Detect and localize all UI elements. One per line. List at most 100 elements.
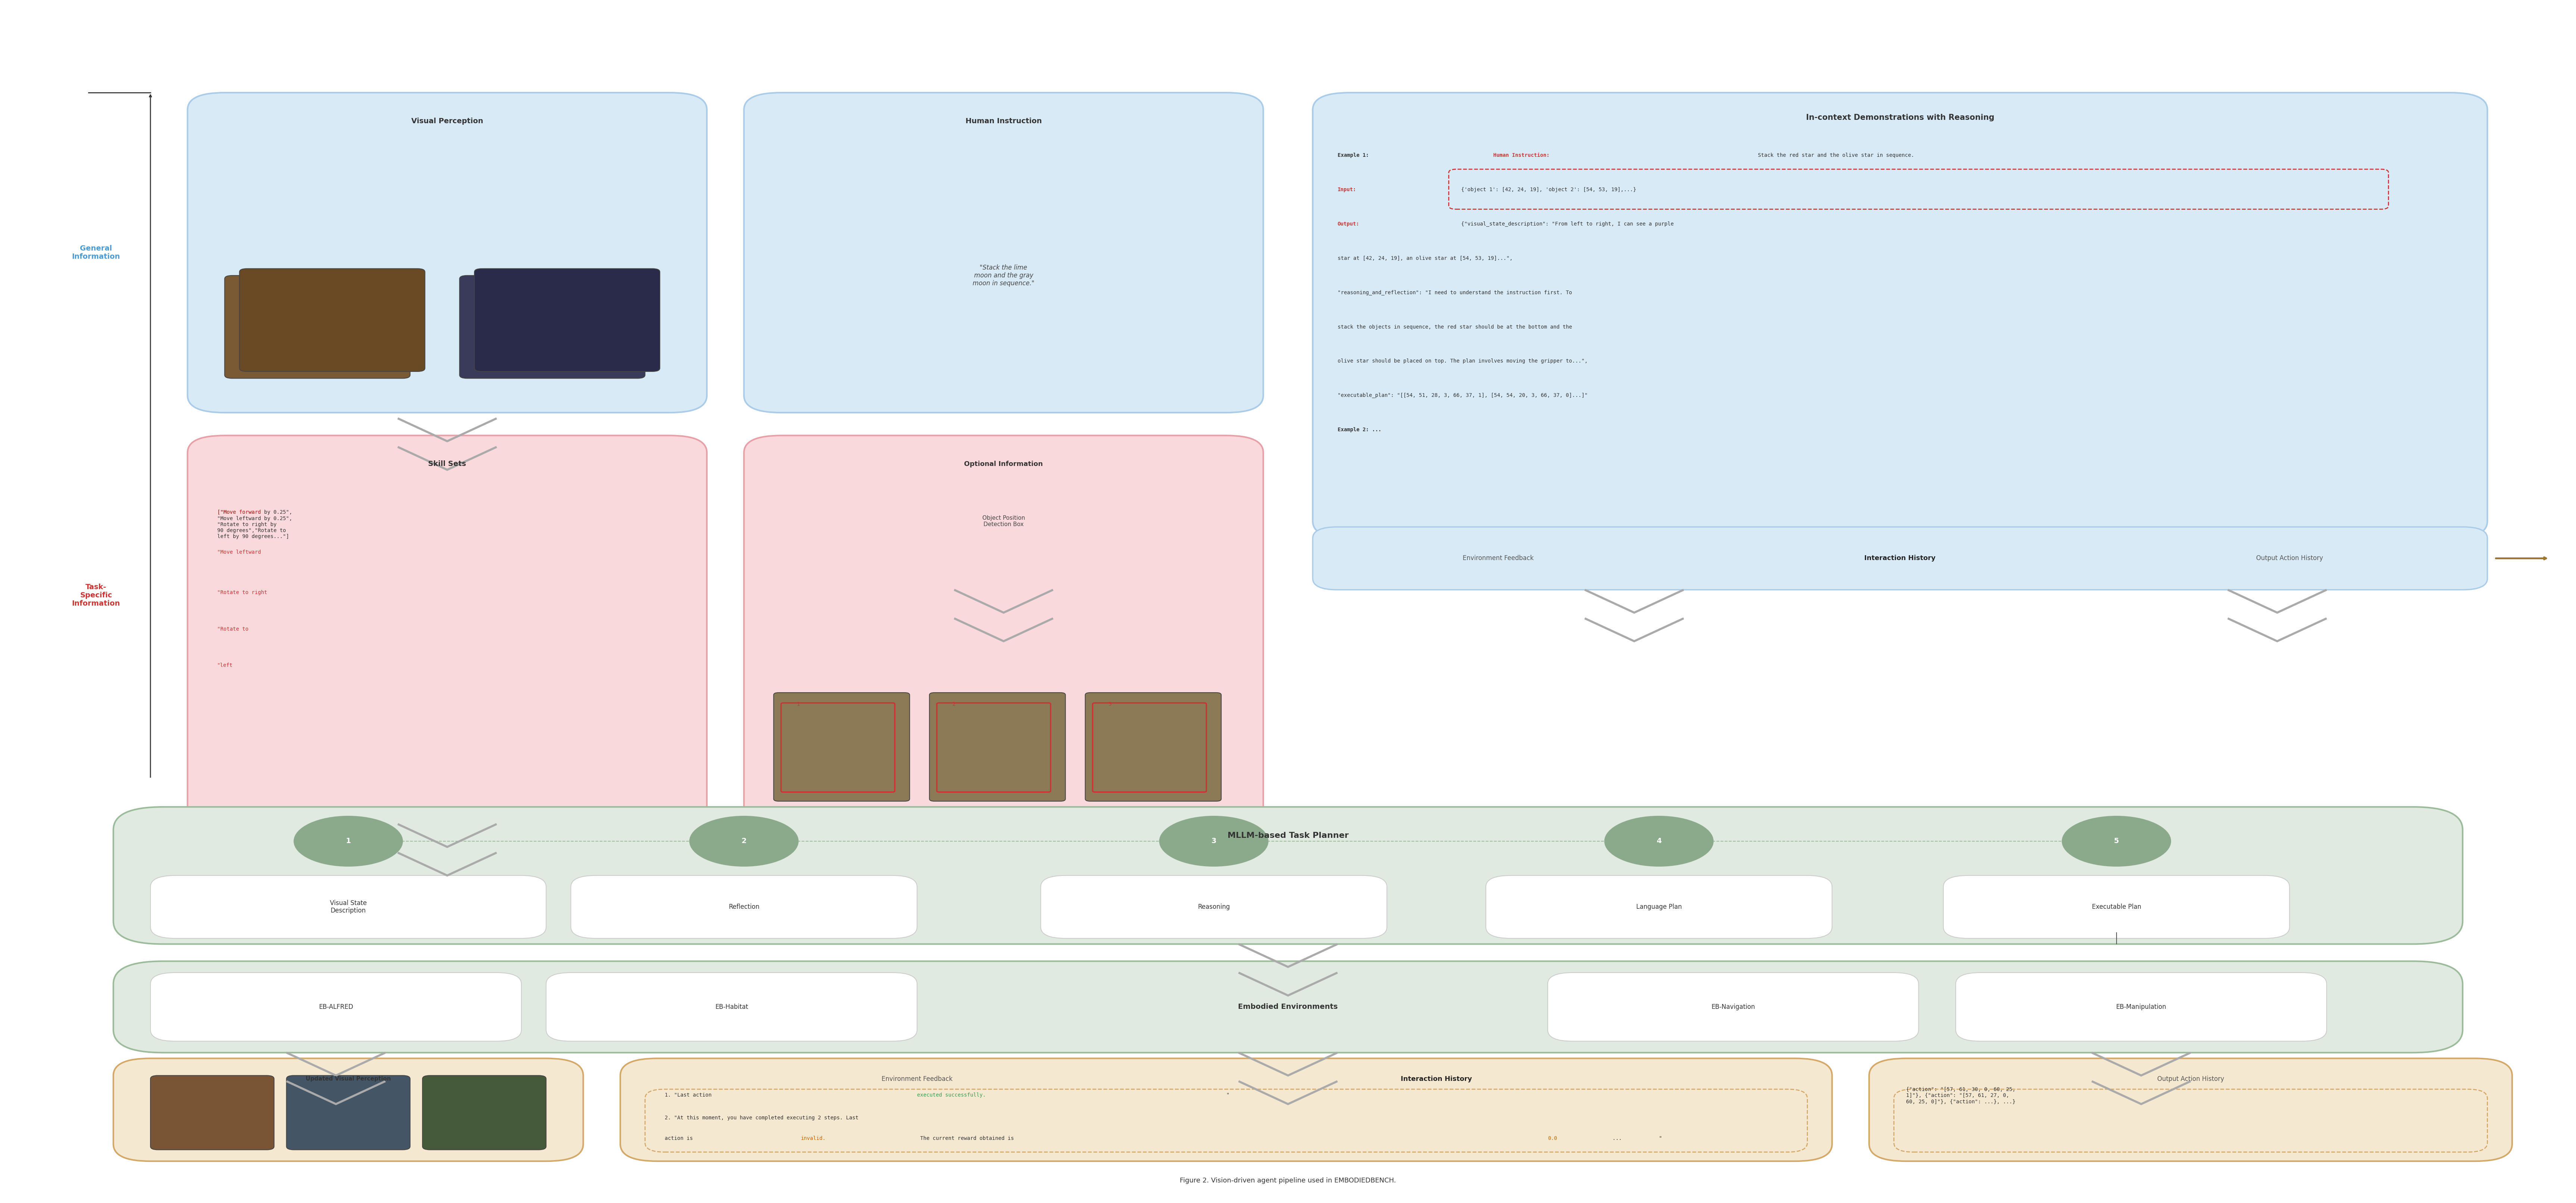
Text: Output Action History: Output Action History (2156, 1075, 2223, 1083)
FancyBboxPatch shape (113, 1059, 582, 1161)
FancyBboxPatch shape (744, 93, 1262, 413)
FancyBboxPatch shape (422, 1075, 546, 1150)
Text: "Rotate to: "Rotate to (216, 627, 247, 632)
Text: EB-Habitat: EB-Habitat (716, 1003, 747, 1011)
Text: Embodied Environments: Embodied Environments (1239, 1003, 1337, 1011)
Circle shape (2061, 816, 2172, 866)
Text: General
Information: General Information (72, 245, 121, 260)
Text: Figure 2. Vision-driven agent pipeline used in EMBODIEDBENCH.: Figure 2. Vision-driven agent pipeline u… (1180, 1178, 1396, 1184)
Text: {"action": "[57, 61, 30, 0, 60, 25,
1]"}, {"action": "[57, 61, 27, 0,
60, 25, 0]: {"action": "[57, 61, 30, 0, 60, 25, 1]"}… (1906, 1088, 2014, 1104)
Text: Task-
Specific
Information: Task- Specific Information (72, 583, 121, 608)
FancyBboxPatch shape (188, 93, 706, 413)
FancyBboxPatch shape (224, 275, 410, 379)
FancyBboxPatch shape (113, 961, 2463, 1053)
FancyBboxPatch shape (1314, 93, 2488, 539)
FancyBboxPatch shape (149, 876, 546, 938)
Text: Language Plan: Language Plan (1636, 903, 1682, 911)
Text: 1: 1 (796, 701, 801, 706)
FancyBboxPatch shape (1486, 876, 1832, 938)
Text: Stack the red star and the olive star in sequence.: Stack the red star and the olive star in… (1757, 153, 1914, 158)
Text: EB-Navigation: EB-Navigation (1710, 1003, 1754, 1011)
FancyBboxPatch shape (1548, 972, 1919, 1041)
Text: stack the objects in sequence, the red star should be at the bottom and the: stack the objects in sequence, the red s… (1337, 325, 1571, 330)
FancyBboxPatch shape (930, 693, 1066, 801)
Text: 2. "At this moment, you have completed executing 2 steps. Last: 2. "At this moment, you have completed e… (665, 1115, 858, 1120)
FancyBboxPatch shape (546, 972, 917, 1041)
Text: EB-ALFRED: EB-ALFRED (319, 1003, 353, 1011)
Text: "left: "left (216, 663, 232, 668)
Circle shape (1605, 816, 1713, 866)
Text: 3: 3 (1211, 837, 1216, 845)
FancyBboxPatch shape (1870, 1059, 2512, 1161)
Text: ...: ... (1610, 1136, 1623, 1140)
FancyBboxPatch shape (149, 972, 520, 1041)
Text: star at [42, 24, 19], an olive star at [54, 53, 19]...",: star at [42, 24, 19], an olive star at [… (1337, 256, 1512, 261)
Text: "Stack the lime
moon and the gray
moon in sequence.": "Stack the lime moon and the gray moon i… (974, 265, 1036, 286)
Text: Human Instruction:: Human Instruction: (1494, 153, 1551, 158)
Text: Input:: Input: (1337, 188, 1355, 192)
Text: Example 1:: Example 1: (1337, 153, 1373, 158)
Text: "executable_plan": "[[54, 51, 28, 3, 66, 37, 1], [54, 54, 20, 3, 66, 37, 0]...]": "executable_plan": "[[54, 51, 28, 3, 66,… (1337, 393, 1587, 398)
Text: Human Instruction: Human Instruction (966, 118, 1041, 125)
Text: 1: 1 (345, 837, 350, 845)
FancyBboxPatch shape (1314, 527, 2488, 589)
Text: ": " (1226, 1092, 1229, 1097)
FancyBboxPatch shape (459, 275, 644, 379)
Text: Visual Perception: Visual Perception (412, 118, 484, 125)
Text: 4: 4 (1656, 837, 1662, 845)
FancyBboxPatch shape (773, 693, 909, 801)
Text: "Move leftward: "Move leftward (216, 550, 260, 555)
FancyBboxPatch shape (240, 268, 425, 372)
Text: {"visual_state_description": "From left to right, I can see a purple: {"visual_state_description": "From left … (1461, 221, 1674, 226)
FancyBboxPatch shape (1942, 876, 2290, 938)
Text: 1. "Last action: 1. "Last action (665, 1092, 714, 1097)
Text: Visual State
Description: Visual State Description (330, 900, 366, 914)
Text: Environment Feedback: Environment Feedback (881, 1075, 953, 1083)
Text: 3: 3 (1108, 701, 1113, 706)
FancyBboxPatch shape (474, 268, 659, 372)
Text: invalid.: invalid. (801, 1136, 827, 1140)
FancyBboxPatch shape (572, 876, 917, 938)
Text: 2: 2 (953, 701, 956, 706)
Text: 0.0: 0.0 (1548, 1136, 1556, 1140)
Text: "reasoning_and_reflection": "I need to understand the instruction first. To: "reasoning_and_reflection": "I need to u… (1337, 290, 1571, 295)
Text: Reflection: Reflection (729, 903, 760, 911)
Circle shape (690, 816, 799, 866)
Text: {'object 1': [42, 24, 19], 'object 2': [54, 53, 19],...}: {'object 1': [42, 24, 19], 'object 2': [… (1461, 188, 1636, 192)
FancyBboxPatch shape (1955, 972, 2326, 1041)
Text: EB-Manipulation: EB-Manipulation (2115, 1003, 2166, 1011)
Text: Reasoning: Reasoning (1198, 903, 1229, 911)
Text: Example 2: ...: Example 2: ... (1337, 427, 1381, 432)
Text: Object Position
Detection Box: Object Position Detection Box (981, 515, 1025, 527)
FancyBboxPatch shape (113, 807, 2463, 944)
Text: Output Action History: Output Action History (2257, 555, 2324, 562)
FancyBboxPatch shape (149, 1075, 273, 1150)
Text: ["Move forward by 0.25",
"Move leftward by 0.25",
"Rotate to right by
90 degrees: ["Move forward by 0.25", "Move leftward … (216, 510, 291, 539)
Text: Updated Visual Perception: Updated Visual Perception (307, 1077, 392, 1081)
Text: Interaction History: Interaction History (1401, 1075, 1471, 1083)
FancyBboxPatch shape (1041, 876, 1386, 938)
Text: action is: action is (665, 1136, 696, 1140)
Circle shape (294, 816, 402, 866)
Text: Optional Information: Optional Information (963, 461, 1043, 468)
Text: Environment Feedback: Environment Feedback (1463, 555, 1533, 562)
Circle shape (1159, 816, 1267, 866)
Text: "Rotate to right: "Rotate to right (216, 589, 268, 595)
FancyBboxPatch shape (286, 1075, 410, 1150)
FancyBboxPatch shape (621, 1059, 1832, 1161)
Text: In-context Demonstrations with Reasoning: In-context Demonstrations with Reasoning (1806, 114, 1994, 122)
Text: Skill Sets: Skill Sets (428, 461, 466, 468)
Text: 2: 2 (742, 837, 747, 845)
FancyBboxPatch shape (744, 435, 1262, 824)
Text: 5: 5 (2115, 837, 2120, 845)
Text: Output:: Output: (1337, 221, 1360, 226)
Text: olive star should be placed on top. The plan involves moving the gripper to...",: olive star should be placed on top. The … (1337, 358, 1587, 363)
Text: MLLM-based Task Planner: MLLM-based Task Planner (1226, 831, 1350, 840)
FancyBboxPatch shape (1084, 693, 1221, 801)
Text: executed successfully.: executed successfully. (917, 1092, 987, 1097)
Text: ["Move forward: ["Move forward (216, 510, 260, 515)
FancyBboxPatch shape (188, 435, 706, 824)
Text: Interaction History: Interaction History (1865, 555, 1935, 562)
Text: The current reward obtained is: The current reward obtained is (917, 1136, 1018, 1140)
Text: Executable Plan: Executable Plan (2092, 903, 2141, 911)
